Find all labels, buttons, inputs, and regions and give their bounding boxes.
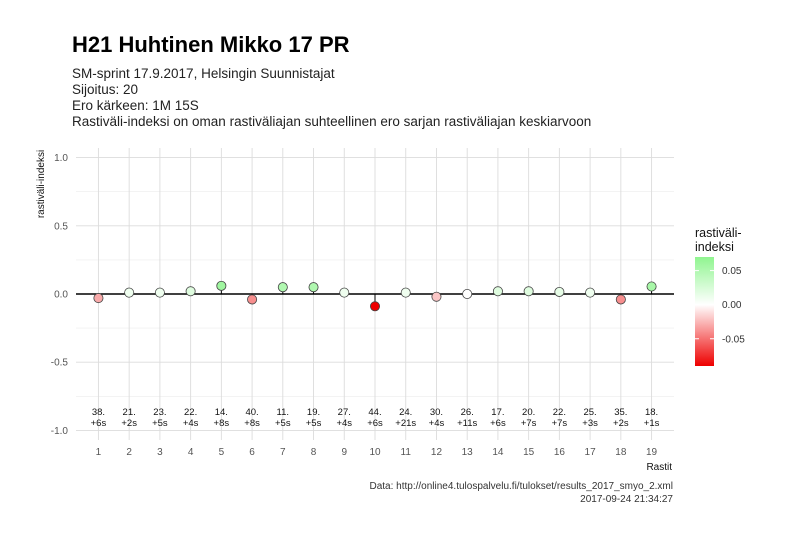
point-label-time: +4s: [183, 418, 199, 429]
x-tick-label: 8: [311, 447, 317, 458]
x-axis-title: Rastit: [646, 462, 672, 473]
data-point: [615, 294, 626, 305]
point-label-position: 30.: [430, 407, 443, 418]
data-point: [308, 282, 319, 293]
point-label-position: 18.: [645, 407, 658, 418]
chart-title: H21 Huhtinen Mikko 17 PR: [72, 32, 350, 57]
timestamp: 2017-09-24 21:34:27: [580, 494, 673, 505]
y-tick-label: -1.0: [51, 426, 69, 437]
point-label-position: 11.: [277, 407, 290, 418]
point-label-position: 20.: [522, 407, 535, 418]
point-label-position: 26.: [461, 407, 474, 418]
point-label-time: +4s: [429, 418, 445, 429]
x-tick-label: 12: [431, 447, 443, 458]
data-point: [523, 286, 534, 297]
y-tick-label: -0.5: [51, 358, 69, 369]
x-tick-label: 2: [126, 447, 132, 458]
point-label-position: 17.: [491, 407, 504, 418]
y-tick-label: 0.5: [54, 221, 68, 232]
legend-tick-label: 0.05: [722, 266, 742, 277]
point-label-time: +2s: [613, 418, 629, 429]
x-tick-label: 15: [523, 447, 535, 458]
data-point: [585, 287, 596, 298]
x-tick-label: 6: [249, 447, 255, 458]
subtitle-line-2: Sijoitus: 20: [72, 82, 139, 97]
point-label-position: 22.: [184, 407, 197, 418]
data-point: [124, 287, 135, 298]
data-point: [646, 281, 657, 292]
legend-title: rastiväli-: [695, 226, 742, 240]
legend-tick-label: -0.05: [722, 334, 745, 345]
point-label-time: +8s: [214, 418, 230, 429]
data-point: [247, 294, 258, 305]
x-tick-label: 11: [401, 447, 412, 458]
subtitle-line-3: Ero kärkeen: 1M 15S: [72, 98, 199, 113]
y-tick-label: 1.0: [54, 153, 68, 164]
x-tick-label: 5: [219, 447, 225, 458]
point-label-position: 25.: [583, 407, 596, 418]
point-label-time: +5s: [152, 418, 168, 429]
x-tick-label: 4: [188, 447, 194, 458]
point-label-position: 40.: [245, 407, 258, 418]
point-label-time: +7s: [521, 418, 537, 429]
data-point: [492, 286, 503, 297]
x-tick-label: 17: [585, 447, 597, 458]
point-label-position: 21.: [123, 407, 136, 418]
subtitle-line-4: Rastiväli-indeksi on oman rastiväliajan …: [72, 114, 592, 129]
data-point: [216, 280, 227, 291]
data-point: [93, 293, 104, 304]
data-source: Data: http://online4.tulospalvelu.fi/tul…: [369, 481, 673, 492]
data-point: [339, 287, 350, 298]
point-label-time: +6s: [91, 418, 107, 429]
x-tick-label: 1: [96, 447, 102, 458]
point-label-time: +4s: [336, 418, 352, 429]
point-label-position: 35.: [614, 407, 627, 418]
point-label-position: 27.: [338, 407, 351, 418]
x-tick-label: 13: [462, 447, 474, 458]
point-label-time: +1s: [644, 418, 660, 429]
legend-tick-label: 0.00: [722, 300, 742, 311]
point-label-time: +11s: [457, 418, 477, 429]
point-label-time: +3s: [582, 418, 598, 429]
x-tick-label: 14: [492, 447, 504, 458]
data-point: [554, 286, 565, 297]
point-label-position: 44.: [368, 407, 381, 418]
x-tick-label: 7: [280, 447, 286, 458]
x-tick-label: 10: [369, 447, 381, 458]
point-label-time: +8s: [244, 418, 260, 429]
data-point: [431, 291, 442, 302]
data-point: [369, 301, 380, 312]
data-point: [277, 282, 288, 293]
point-label-time: +6s: [490, 418, 506, 429]
data-point: [185, 286, 196, 297]
data-point: [154, 287, 165, 298]
x-tick-label: 9: [341, 447, 347, 458]
point-label-position: 19.: [307, 407, 320, 418]
data-point: [400, 287, 411, 298]
point-label-position: 22.: [553, 407, 566, 418]
point-label-time: +7s: [552, 418, 568, 429]
data-point: [462, 288, 473, 299]
subtitle-line-1: SM-sprint 17.9.2017, Helsingin Suunnista…: [72, 66, 335, 81]
x-tick-label: 18: [615, 447, 627, 458]
x-tick-label: 19: [646, 447, 658, 458]
point-label-position: 23.: [153, 407, 166, 418]
legend-title: indeksi: [695, 240, 734, 254]
point-label-time: +5s: [275, 418, 291, 429]
x-tick-label: 16: [554, 447, 566, 458]
point-label-time: +6s: [367, 418, 383, 429]
x-tick-label: 3: [157, 447, 163, 458]
point-label-time: +21s: [395, 418, 416, 429]
point-label-position: 14.: [215, 407, 228, 418]
point-label-time: +2s: [121, 418, 137, 429]
legend-colorbar: [695, 257, 714, 366]
y-tick-label: 0.0: [54, 290, 68, 301]
y-axis-title: rastiväli-indeksi: [36, 150, 47, 218]
point-label-time: +5s: [306, 418, 322, 429]
point-label-position: 38.: [92, 407, 105, 418]
point-label-position: 24.: [399, 407, 412, 418]
